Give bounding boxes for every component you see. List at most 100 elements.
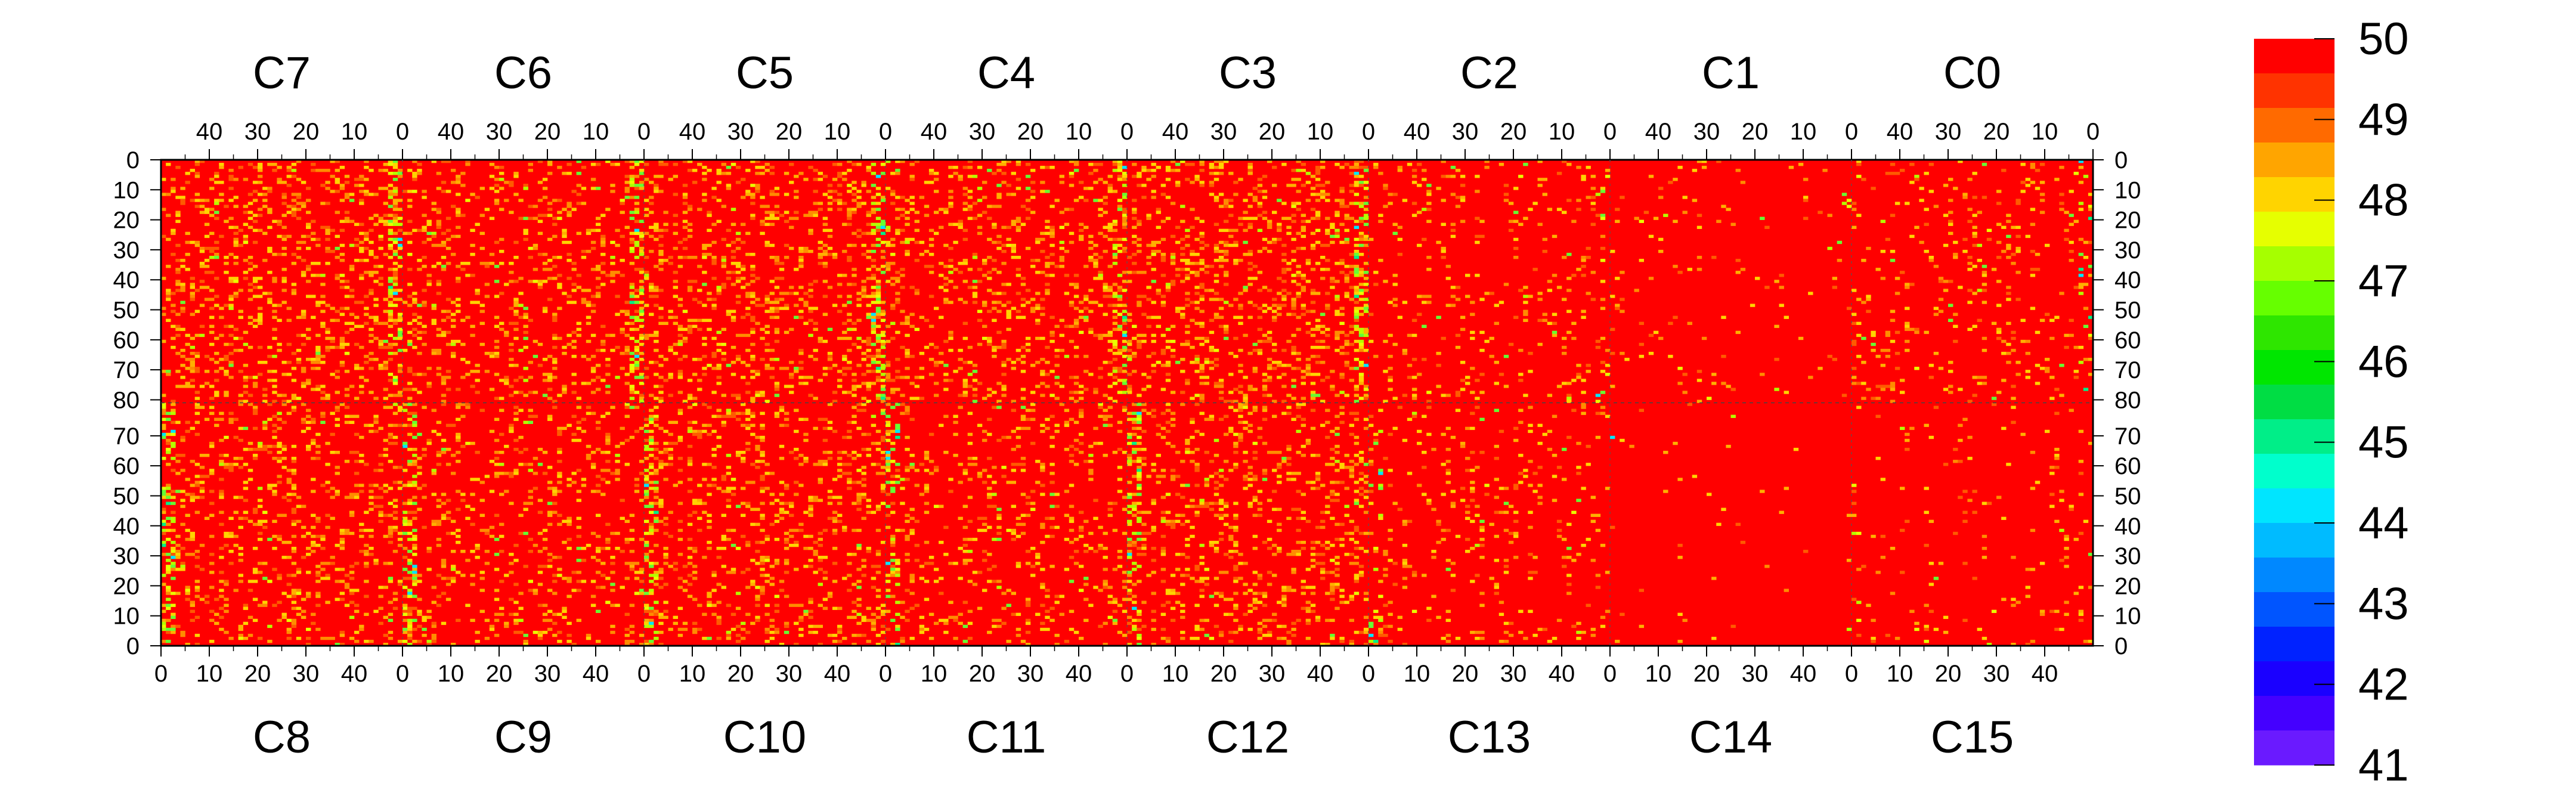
heatmap-cell [243, 342, 249, 346]
heatmap-cell [789, 391, 794, 394]
heatmap-cell [803, 178, 809, 181]
heatmap-cell [1344, 361, 1349, 364]
heatmap-cell [1315, 355, 1321, 358]
heatmap-cell [909, 397, 915, 400]
heatmap-cell [190, 379, 195, 382]
heatmap-cell [1417, 210, 1422, 214]
heatmap-cell [1083, 315, 1089, 319]
heatmap-cell [388, 292, 394, 295]
heatmap-cell [238, 228, 243, 233]
heatmap-cell [1358, 289, 1364, 292]
heatmap-cell [1900, 379, 1905, 382]
heatmap-cell [571, 289, 577, 292]
heatmap-cell [615, 295, 620, 298]
heatmap-cell [243, 376, 249, 379]
heatmap-cell [1808, 376, 1813, 379]
heatmap-cell [677, 376, 683, 379]
heatmap-cell [1224, 249, 1229, 253]
heatmap-cell [1127, 271, 1132, 274]
heatmap-cell [214, 351, 219, 355]
heatmap-cell [1117, 208, 1123, 211]
heatmap-cell [1344, 342, 1349, 346]
heatmap-cell [252, 228, 258, 233]
heatmap-cell [1209, 318, 1215, 322]
heatmap-cell [1001, 304, 1007, 307]
heatmap-cell [1426, 295, 1432, 298]
heatmap-cell [552, 255, 558, 259]
heatmap-cell [392, 283, 398, 286]
heatmap-cell [827, 234, 833, 239]
heatmap-cell [948, 280, 953, 283]
heatmap-cell [1069, 175, 1075, 178]
heatmap-cell [315, 301, 321, 304]
heatmap-cell [557, 216, 562, 220]
heatmap-cell [199, 385, 205, 388]
heatmap-cell [1301, 225, 1306, 230]
heatmap-cell [407, 205, 413, 208]
heatmap-cell [1151, 301, 1156, 304]
heatmap-cell [1224, 324, 1229, 329]
heatmap-cell [832, 304, 838, 307]
heatmap-cell [644, 163, 649, 166]
heatmap-cell [199, 205, 205, 208]
heatmap-cell [426, 280, 432, 283]
heatmap-cell [1112, 163, 1118, 166]
heatmap-cell [890, 306, 896, 310]
heatmap-cell [1639, 219, 1644, 223]
heatmap-cell [562, 240, 567, 244]
heatmap-cell [919, 252, 925, 256]
heatmap-cell [1933, 351, 1939, 355]
heatmap-cell [702, 318, 707, 322]
heatmap-cell [1117, 348, 1123, 352]
heatmap-cell [209, 178, 215, 181]
heatmap-cell [1760, 216, 1765, 220]
heatmap-cell [2030, 166, 2036, 169]
heatmap-cell [194, 163, 200, 166]
heatmap-cell [1151, 190, 1156, 193]
heatmap-cell [547, 298, 553, 301]
heatmap-cell [697, 163, 702, 166]
heatmap-cell [547, 388, 553, 391]
heatmap-cell [1146, 315, 1151, 319]
heatmap-cell [364, 361, 369, 364]
heatmap-cell [1146, 216, 1151, 220]
heatmap-cell [741, 333, 746, 338]
heatmap-cell [654, 237, 659, 242]
heatmap-cell [1281, 304, 1287, 307]
heatmap-cell [1180, 370, 1185, 373]
heatmap-cell [354, 259, 360, 262]
heatmap-cell [871, 172, 877, 175]
heatmap-cell [880, 172, 886, 175]
heatmap-cell [856, 364, 862, 367]
heatmap-cell [1059, 265, 1064, 268]
heatmap-cell [1315, 361, 1321, 364]
heatmap-cell [1600, 234, 1606, 239]
heatmap-cell [576, 231, 581, 236]
heatmap-cell [741, 361, 746, 364]
heatmap-cell [774, 210, 780, 214]
heatmap-cell [1677, 166, 1683, 169]
heatmap-cell [272, 315, 277, 319]
heatmap-cell [291, 379, 297, 382]
heatmap-cell [760, 172, 765, 175]
heatmap-cell [349, 199, 355, 202]
heatmap-cell [166, 603, 171, 607]
heatmap-cell [1011, 193, 1016, 196]
heatmap-cell [629, 364, 635, 367]
heatmap-cell [1977, 382, 1982, 385]
heatmap-cell [760, 394, 765, 397]
heatmap-cell [1025, 246, 1031, 250]
heatmap-cell [1320, 196, 1326, 199]
heatmap-cell [958, 178, 963, 181]
heatmap-cell [992, 292, 997, 295]
heatmap-cell [1006, 312, 1011, 316]
heatmap-cell [214, 172, 219, 175]
heatmap-cell [1354, 348, 1360, 352]
heatmap-cell [750, 196, 756, 199]
heatmap-cell [1286, 268, 1292, 271]
heatmap-cell [528, 169, 533, 172]
heatmap-cell [397, 222, 403, 226]
heatmap-cell [171, 603, 176, 607]
heatmap-cell [1537, 222, 1543, 226]
heatmap-cell [161, 507, 166, 511]
